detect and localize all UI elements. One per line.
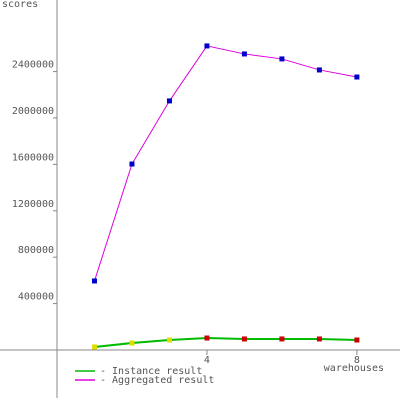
legend-label: - Aggregated result: [100, 375, 214, 386]
marker: [279, 336, 285, 342]
marker: [91, 344, 97, 350]
marker: [204, 335, 210, 341]
marker: [279, 56, 285, 62]
y-axis-label: scores: [2, 0, 38, 10]
y-tick-label: 2400000: [12, 60, 54, 71]
marker: [204, 43, 210, 49]
y-tick-label: 1200000: [12, 199, 54, 210]
marker: [166, 337, 172, 343]
marker: [241, 51, 247, 57]
y-tick-label: 800000: [18, 245, 54, 256]
y-tick-label: 400000: [18, 292, 54, 303]
marker: [91, 278, 97, 284]
marker: [354, 74, 360, 80]
x-tick-label: 4: [204, 355, 210, 366]
y-tick-label: 1600000: [12, 152, 54, 163]
marker: [129, 161, 135, 167]
marker: [241, 336, 247, 342]
x-axis-label: warehouses: [324, 363, 384, 374]
series-line: [94, 337, 357, 348]
marker: [129, 340, 135, 346]
y-tick-label: 2000000: [12, 106, 54, 117]
series-line: [94, 45, 357, 282]
marker: [316, 336, 322, 342]
marker: [166, 98, 172, 104]
x-tick-label: 8: [354, 355, 360, 366]
marker: [354, 337, 360, 343]
marker: [316, 67, 322, 73]
legend-label: - Instance result: [100, 366, 202, 377]
